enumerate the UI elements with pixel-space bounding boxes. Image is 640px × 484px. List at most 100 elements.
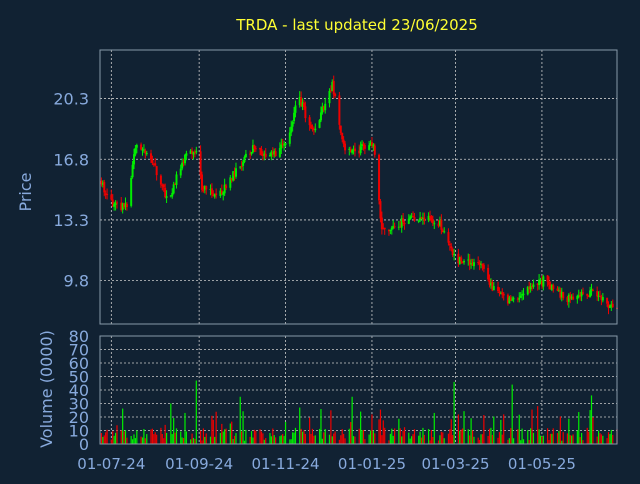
volume-bar bbox=[282, 433, 284, 444]
price-candle-body bbox=[339, 125, 342, 134]
price-candle-body bbox=[472, 262, 475, 267]
volume-bar bbox=[272, 428, 274, 444]
price-candle-body bbox=[310, 124, 313, 129]
price-candle-body bbox=[430, 216, 433, 221]
price-candle-body bbox=[259, 147, 262, 150]
price-candle-body bbox=[301, 102, 304, 107]
volume-bar bbox=[453, 381, 455, 444]
price-candle-body bbox=[311, 127, 314, 130]
volume-y-tick-label: 60 bbox=[69, 354, 89, 373]
volume-bar bbox=[457, 414, 459, 444]
price-candle-body bbox=[556, 288, 559, 291]
price-candle-body bbox=[552, 285, 555, 290]
price-candle-body bbox=[431, 219, 434, 224]
price-candle-body bbox=[341, 132, 344, 140]
volume-bar bbox=[568, 418, 570, 444]
price-candle-body bbox=[242, 162, 245, 166]
price-candle-body bbox=[183, 154, 186, 164]
price-candle-body bbox=[560, 291, 563, 298]
volume-bar bbox=[205, 433, 207, 444]
volume-bar bbox=[511, 384, 513, 444]
price-candle-body bbox=[349, 149, 352, 153]
volume-bar bbox=[160, 427, 162, 444]
volume-bar bbox=[122, 408, 124, 444]
price-candle-body bbox=[467, 259, 470, 261]
volume-bar bbox=[283, 435, 285, 444]
price-candle-body bbox=[542, 276, 545, 287]
volume-bar bbox=[590, 395, 593, 444]
price-candle-body bbox=[244, 153, 247, 158]
volume-bar bbox=[165, 432, 168, 444]
volume-bar bbox=[596, 436, 598, 444]
price-candle-body bbox=[488, 278, 491, 285]
volume-bar bbox=[558, 430, 560, 444]
volume-bar bbox=[389, 433, 391, 444]
volume-bar bbox=[429, 440, 431, 444]
price-candle-body bbox=[319, 112, 322, 121]
price-candle-body bbox=[600, 296, 603, 300]
volume-bar bbox=[470, 418, 472, 444]
price-candle-body bbox=[141, 149, 144, 151]
volume-bar bbox=[102, 436, 104, 444]
volume-bar bbox=[610, 429, 612, 444]
x-tick-label: 01-07-24 bbox=[77, 455, 145, 473]
price-candle-body bbox=[250, 152, 253, 154]
price-candle-body bbox=[100, 180, 103, 185]
volume-bar bbox=[265, 438, 267, 444]
volume-bar bbox=[588, 431, 590, 444]
volume-bar bbox=[531, 409, 533, 444]
price-candle-body bbox=[110, 194, 113, 200]
volume-bar bbox=[556, 433, 559, 444]
price-candle-body bbox=[202, 190, 205, 192]
volume-bar bbox=[539, 435, 542, 444]
price-candle-body bbox=[589, 290, 592, 298]
volume-bar bbox=[323, 432, 325, 444]
price-candle-body bbox=[274, 151, 277, 157]
price-candle-body bbox=[392, 225, 395, 229]
volume-bar bbox=[576, 430, 578, 444]
volume-bar bbox=[477, 437, 479, 444]
volume-bar bbox=[123, 431, 125, 444]
volume-bar bbox=[408, 432, 410, 444]
volume-bar bbox=[255, 430, 257, 444]
volume-bar bbox=[418, 435, 420, 444]
price-gridlines bbox=[100, 50, 617, 324]
volume-bar bbox=[487, 435, 489, 444]
volume-bar bbox=[224, 429, 226, 444]
price-candle-body bbox=[590, 289, 593, 292]
volume-bar bbox=[328, 434, 331, 444]
volume-bar bbox=[136, 430, 138, 444]
price-candle-body bbox=[579, 294, 582, 297]
price-candle-body bbox=[413, 216, 416, 221]
price-candle-body bbox=[606, 297, 609, 304]
price-candle-body bbox=[528, 287, 531, 289]
price-candle-body bbox=[251, 145, 254, 153]
volume-bar bbox=[154, 432, 156, 444]
volume-bar bbox=[562, 432, 564, 444]
x-tick-label: 01-11-24 bbox=[252, 455, 320, 473]
price-candle-body bbox=[576, 295, 579, 300]
volume-bar bbox=[437, 440, 440, 444]
price-candle-body bbox=[586, 293, 589, 296]
volume-bar bbox=[294, 427, 297, 444]
volume-bar bbox=[273, 435, 275, 444]
price-candle-body bbox=[471, 263, 474, 266]
volume-bar bbox=[479, 439, 481, 444]
volume-bar bbox=[433, 412, 435, 444]
price-candle-body bbox=[234, 168, 237, 177]
volume-bar bbox=[113, 435, 115, 444]
volume-bar bbox=[592, 417, 594, 444]
volume-bar bbox=[209, 436, 212, 444]
volume-bar bbox=[606, 438, 608, 444]
price-candle-body bbox=[293, 112, 296, 122]
price-candle-body bbox=[380, 217, 383, 230]
volume-bar bbox=[368, 434, 370, 444]
price-candle-body bbox=[111, 199, 114, 207]
volume-bar bbox=[333, 433, 335, 444]
volume-bar bbox=[409, 438, 411, 444]
price-candle-body bbox=[174, 183, 177, 185]
price-candle-body bbox=[203, 186, 206, 190]
price-candle-body bbox=[419, 217, 422, 221]
price-candle-body bbox=[225, 185, 228, 189]
